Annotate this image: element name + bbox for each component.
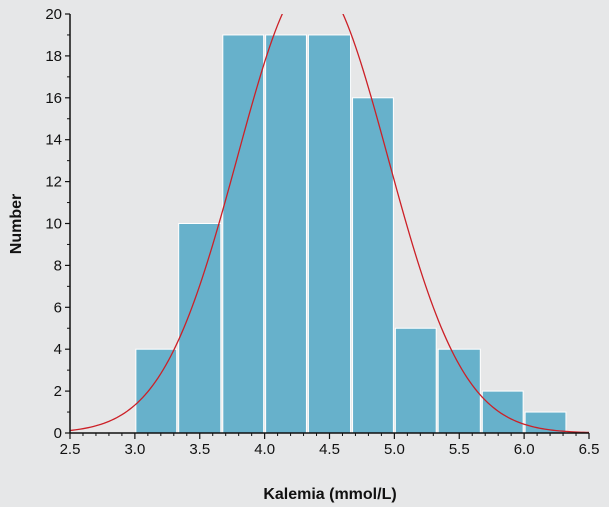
histogram-bar	[178, 223, 222, 434]
y-tick-label: 8	[54, 257, 62, 274]
histogram-bar	[437, 348, 481, 434]
y-tick-label: 20	[45, 6, 62, 23]
y-tick-label: 16	[45, 90, 62, 107]
y-axis-title: Number	[8, 194, 25, 254]
axes: 0 2 4 6 8 10 12 14 16 18 20 2.5 3.0 3.5 4.0 4.5 5.0 5.5 6.…	[45, 6, 599, 458]
histogram-bar	[135, 348, 178, 434]
x-tick-label: 4.0	[254, 441, 275, 458]
y-tick-label: 2	[54, 383, 62, 400]
y-tick-label: 4	[54, 341, 62, 358]
x-tick-label: 3.5	[189, 441, 210, 458]
x-tick-label: 6.5	[579, 441, 600, 458]
normal-distribution-curve	[70, 14, 589, 433]
histogram-bar	[222, 34, 265, 434]
normal-curve-layer	[70, 14, 589, 433]
x-tick-label: 3.0	[124, 441, 145, 458]
y-tick-label: 14	[45, 132, 62, 149]
y-tick-label: 10	[45, 216, 62, 233]
histogram-bar	[265, 34, 307, 434]
histogram-bars	[135, 34, 567, 434]
panel-label: B	[2, 505, 14, 507]
x-tick-label: 2.5	[60, 441, 81, 458]
histogram-bar	[307, 34, 352, 434]
histogram-bar	[352, 97, 394, 434]
x-axis-title: Kalemia (mmol/L)	[263, 486, 396, 503]
y-tick-label: 12	[45, 174, 62, 191]
x-tick-label: 4.5	[319, 441, 340, 458]
y-tick-label: 0	[54, 425, 62, 442]
y-tick-label: 18	[45, 48, 62, 65]
histogram-bar	[394, 327, 437, 434]
x-tick-label: 5.0	[384, 441, 405, 458]
x-tick-label: 6.0	[514, 441, 535, 458]
x-tick-label: 5.5	[449, 441, 470, 458]
y-tick-label: 6	[54, 299, 62, 316]
histogram-bar	[481, 390, 524, 434]
